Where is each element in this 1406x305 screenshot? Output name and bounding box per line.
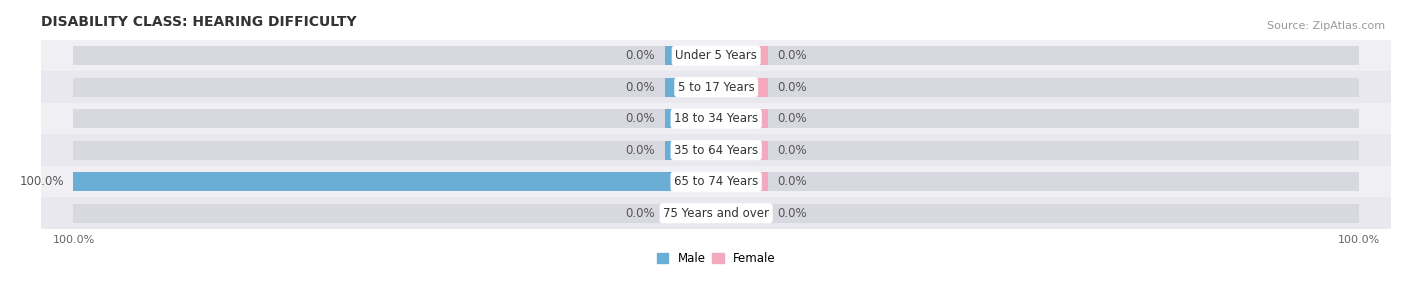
Text: 0.0%: 0.0% — [778, 207, 807, 220]
Bar — [665, 78, 716, 97]
Bar — [73, 46, 1358, 65]
Text: 0.0%: 0.0% — [626, 144, 655, 157]
Text: 35 to 64 Years: 35 to 64 Years — [673, 144, 758, 157]
Bar — [716, 78, 768, 97]
Text: 0.0%: 0.0% — [778, 49, 807, 62]
Bar — [73, 172, 1358, 191]
Bar — [665, 141, 716, 160]
Bar — [73, 78, 1358, 97]
Bar — [665, 46, 716, 65]
Text: 0.0%: 0.0% — [778, 112, 807, 125]
Bar — [41, 71, 1391, 103]
Bar — [41, 135, 1391, 166]
Text: 5 to 17 Years: 5 to 17 Years — [678, 81, 755, 94]
Text: 0.0%: 0.0% — [778, 81, 807, 94]
Bar — [716, 141, 768, 160]
Bar — [41, 103, 1391, 135]
Text: 18 to 34 Years: 18 to 34 Years — [673, 112, 758, 125]
Text: 0.0%: 0.0% — [778, 175, 807, 188]
Text: Source: ZipAtlas.com: Source: ZipAtlas.com — [1267, 21, 1385, 31]
Bar — [73, 204, 1358, 223]
Text: 100.0%: 100.0% — [20, 175, 63, 188]
Text: 75 Years and over: 75 Years and over — [664, 207, 769, 220]
Bar — [716, 204, 768, 223]
Bar — [73, 109, 1358, 128]
Text: 0.0%: 0.0% — [626, 112, 655, 125]
Bar — [716, 109, 768, 128]
Bar — [716, 46, 768, 65]
Legend: Male, Female: Male, Female — [657, 252, 776, 265]
Bar — [41, 40, 1391, 71]
Bar — [73, 172, 716, 191]
Text: 0.0%: 0.0% — [626, 207, 655, 220]
Bar — [73, 141, 1358, 160]
Text: 0.0%: 0.0% — [626, 49, 655, 62]
Text: 0.0%: 0.0% — [626, 81, 655, 94]
Text: Under 5 Years: Under 5 Years — [675, 49, 756, 62]
Text: 65 to 74 Years: 65 to 74 Years — [673, 175, 758, 188]
Bar — [41, 166, 1391, 197]
Bar — [665, 204, 716, 223]
Bar — [716, 172, 768, 191]
Text: DISABILITY CLASS: HEARING DIFFICULTY: DISABILITY CLASS: HEARING DIFFICULTY — [41, 15, 357, 29]
Text: 0.0%: 0.0% — [778, 144, 807, 157]
Bar — [665, 109, 716, 128]
Bar — [41, 197, 1391, 229]
